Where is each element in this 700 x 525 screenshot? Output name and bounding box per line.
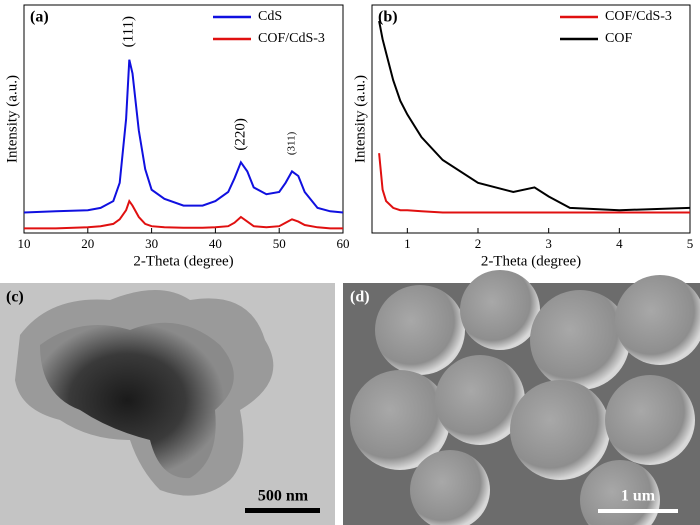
series-line xyxy=(378,20,691,212)
scale-bar-label: 1 um xyxy=(621,488,656,505)
peak-label: (220) xyxy=(232,118,248,151)
x-tick-label: 1 xyxy=(404,236,411,251)
sem-image xyxy=(343,270,700,525)
x-tick-label: 3 xyxy=(545,236,552,251)
legend-label: COF xyxy=(605,31,632,46)
x-tick-label: 60 xyxy=(337,236,350,251)
peak-label: (311) xyxy=(285,131,297,155)
panel-label: (c) xyxy=(6,289,24,306)
y-axis-label: Intensity (a.u.) xyxy=(352,75,368,163)
x-tick-label: 5 xyxy=(687,236,694,251)
scale-bar-label: 500 nm xyxy=(258,488,309,505)
x-tick-label: 30 xyxy=(145,236,158,251)
x-tick-label: 40 xyxy=(209,236,222,251)
y-axis-label: Intensity (a.u.) xyxy=(4,75,20,163)
x-tick-label: 4 xyxy=(616,236,623,251)
x-axis-label: 2-Theta (degree) xyxy=(481,253,581,269)
series-line xyxy=(378,153,690,214)
series-line xyxy=(24,198,343,230)
x-tick-label: 50 xyxy=(273,236,286,251)
panel-label: (b) xyxy=(378,9,398,26)
series-line xyxy=(23,59,344,214)
plot-frame xyxy=(23,4,344,234)
x-tick-label: 2 xyxy=(475,236,482,251)
panel-label: (d) xyxy=(350,289,370,306)
peak-label: (111) xyxy=(121,16,137,47)
legend-label: CdS xyxy=(258,9,282,24)
plot-frame xyxy=(371,4,691,234)
tem-image xyxy=(0,283,335,525)
legend-label: COF/CdS-3 xyxy=(605,9,672,24)
legend-label: COF/CdS-3 xyxy=(258,31,325,46)
x-axis-label: 2-Theta (degree) xyxy=(133,253,233,269)
x-tick-label: 20 xyxy=(81,236,94,251)
x-tick-label: 10 xyxy=(18,236,31,251)
panel-label: (a) xyxy=(30,9,49,26)
